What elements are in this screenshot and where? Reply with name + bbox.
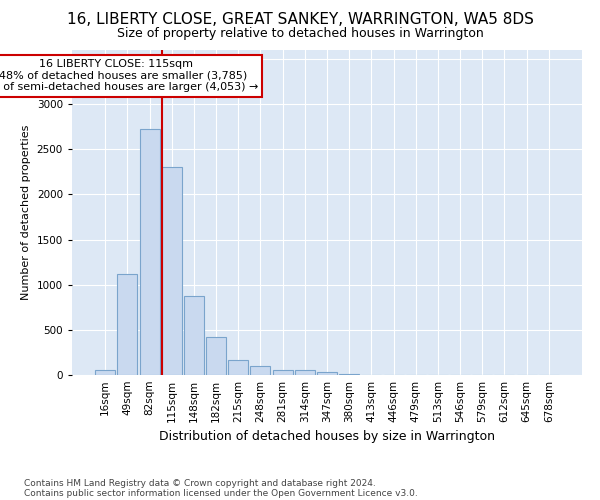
Text: Contains HM Land Registry data © Crown copyright and database right 2024.: Contains HM Land Registry data © Crown c… (24, 478, 376, 488)
Bar (95, 370, 115, 375)
Bar (317, 372, 337, 375)
Text: Size of property relative to detached houses in Warrington: Size of property relative to detached ho… (116, 28, 484, 40)
X-axis label: Distribution of detached houses by size in Warrington: Distribution of detached houses by size … (159, 430, 495, 444)
Bar (272, 370, 293, 375)
Bar (206, 337, 226, 375)
Text: 16, LIBERTY CLOSE, GREAT SANKEY, WARRINGTON, WA5 8DS: 16, LIBERTY CLOSE, GREAT SANKEY, WARRING… (67, 12, 533, 28)
Bar (140, 128, 160, 375)
Bar (295, 370, 315, 375)
Bar (162, 168, 182, 375)
Bar (228, 360, 248, 375)
Bar (184, 296, 204, 375)
Y-axis label: Number of detached properties: Number of detached properties (21, 125, 31, 300)
Bar (118, 274, 137, 375)
Bar (339, 374, 359, 375)
Bar (250, 366, 271, 375)
Text: Contains public sector information licensed under the Open Government Licence v3: Contains public sector information licen… (24, 488, 418, 498)
Text: 16 LIBERTY CLOSE: 115sqm
← 48% of detached houses are smaller (3,785)
52% of sem: 16 LIBERTY CLOSE: 115sqm ← 48% of detach… (0, 59, 258, 92)
